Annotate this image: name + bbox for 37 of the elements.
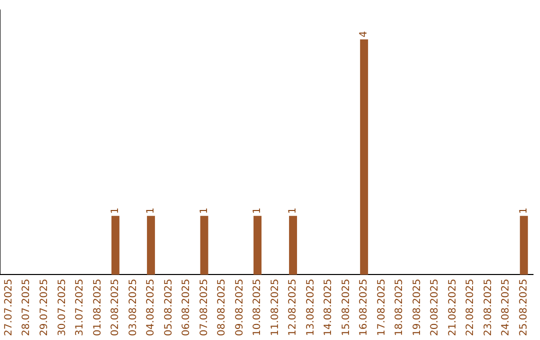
x-tick-label: 04.08.2025 <box>146 278 157 336</box>
x-tick-label: 29.07.2025 <box>38 278 50 336</box>
x-tick-label: 12.08.2025 <box>288 278 299 336</box>
x-tick-label: 03.08.2025 <box>128 278 139 336</box>
x-tick-label: 19.08.2025 <box>412 278 423 336</box>
x-tick-label: 25.08.2025 <box>518 278 530 336</box>
x-tick-label: 20.08.2025 <box>430 278 441 336</box>
x-tick-label: 17.08.2025 <box>376 278 388 336</box>
data-label: 1 <box>146 208 157 214</box>
x-tick-label: 09.08.2025 <box>234 278 246 336</box>
x-tick-label: 23.08.2025 <box>482 278 494 336</box>
x-tick-label: 16.08.2025 <box>358 278 370 336</box>
x-tick-label: 07.08.2025 <box>198 278 210 336</box>
x-tick-label: 30.07.2025 <box>56 278 68 336</box>
x-tick-label: 27.07.2025 <box>3 278 14 336</box>
x-tick-label: 31.07.2025 <box>74 278 86 336</box>
x-tick-label: 15.08.2025 <box>340 278 352 336</box>
x-tick-label: 01.08.2025 <box>92 278 104 336</box>
data-label: 1 <box>198 208 210 214</box>
x-tick-label: 14.08.2025 <box>323 278 334 336</box>
x-tick-label: 13.08.2025 <box>305 278 316 336</box>
x-tick-label: 22.08.2025 <box>465 278 476 336</box>
x-tick-label: 06.08.2025 <box>181 278 192 336</box>
x-tick-label: 21.08.2025 <box>447 278 458 336</box>
data-label: 1 <box>288 208 299 214</box>
x-tick-label: 05.08.2025 <box>163 278 174 336</box>
data-label: 4 <box>358 31 370 38</box>
x-tick-label: 18.08.2025 <box>394 278 406 336</box>
data-label: 1 <box>518 208 530 214</box>
x-tick-label: 08.08.2025 <box>216 278 228 336</box>
x-tick-label: 02.08.2025 <box>110 278 122 336</box>
x-tick-label: 24.08.2025 <box>500 278 512 336</box>
data-label: 1 <box>252 208 264 214</box>
x-tick-label: 11.08.2025 <box>270 278 281 336</box>
x-tick-label: 10.08.2025 <box>252 278 264 336</box>
x-tick-label: 28.07.2025 <box>21 278 32 336</box>
data-label: 1 <box>110 208 122 214</box>
